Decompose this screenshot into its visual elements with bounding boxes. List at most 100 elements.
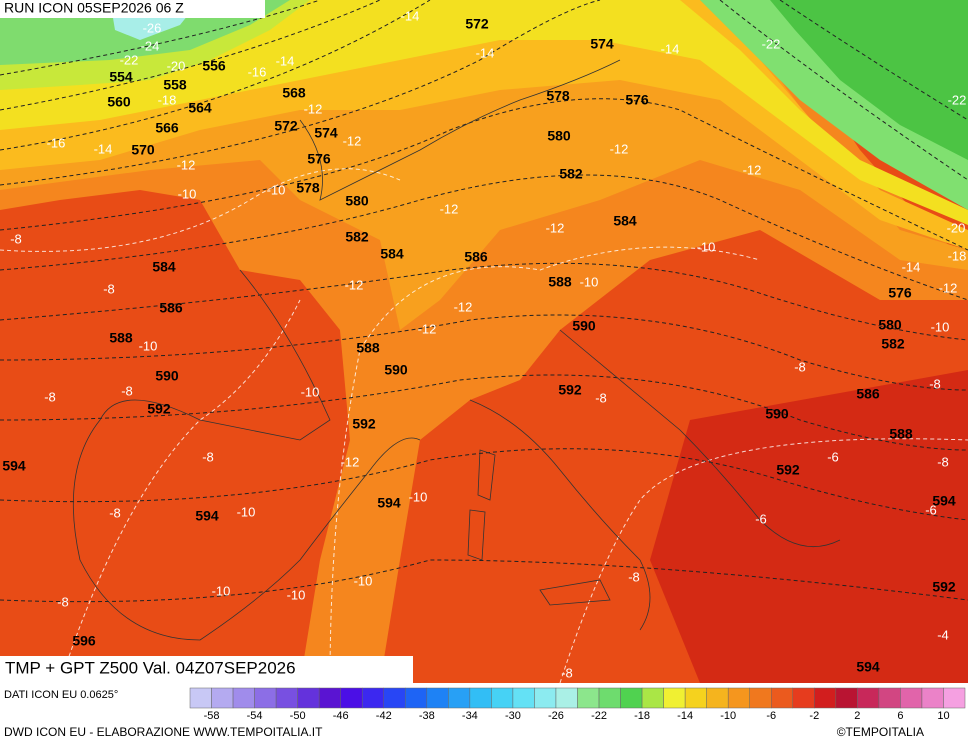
height-label: 582 <box>345 229 369 245</box>
height-label: 560 <box>107 94 131 110</box>
height-label: 578 <box>546 88 570 104</box>
height-label: 584 <box>380 246 404 262</box>
temperature-label: -22 <box>120 52 139 67</box>
height-label: 578 <box>296 180 320 196</box>
height-label: 570 <box>131 142 155 158</box>
height-label: 592 <box>558 382 582 398</box>
temperature-label: -14 <box>661 41 680 56</box>
colorbar-swatch <box>921 687 944 709</box>
temperature-label: -12 <box>939 280 958 295</box>
colorbar-swatch <box>943 687 966 709</box>
height-label: 592 <box>932 579 956 595</box>
warm-area <box>650 370 968 683</box>
isotherm <box>0 168 401 252</box>
contour <box>0 262 968 341</box>
colorbar-swatch <box>275 687 298 709</box>
colorbar-tick-label: -42 <box>376 710 392 722</box>
temperature-label: -10 <box>409 489 428 504</box>
height-label: 594 <box>932 493 956 509</box>
height-label: 592 <box>776 462 800 478</box>
height-label: 592 <box>352 416 376 432</box>
colorbar-swatch <box>405 687 428 709</box>
temperature-label: -12 <box>177 157 196 172</box>
temperature-label: -14 <box>94 141 113 156</box>
colorbar-swatch <box>641 687 664 709</box>
temperature-label: -16 <box>248 64 267 79</box>
colorbar-swatch <box>706 687 729 709</box>
height-label: 566 <box>155 120 179 136</box>
height-label: 594 <box>377 495 401 511</box>
temperature-label: -8 <box>57 594 69 609</box>
height-label: 554 <box>109 69 133 85</box>
colorbar-swatch <box>189 687 212 709</box>
colorbar-swatch <box>512 687 535 709</box>
temperature-label: -8 <box>561 665 573 680</box>
colorbar: -58 -54 -50 -46 -42 -38 -34 -30 -26 -22 -18 -14 -10-… <box>189 687 966 722</box>
temperature-label: -10 <box>931 319 950 334</box>
height-label: 572 <box>465 16 489 32</box>
temperature-label: -12 <box>610 141 629 156</box>
colorbar-swatch <box>297 687 320 709</box>
height-label: 586 <box>159 300 183 316</box>
height-label: 572 <box>274 118 298 134</box>
height-label: 576 <box>888 285 912 301</box>
colorbar-swatch <box>555 687 578 709</box>
temperature-label: -20 <box>167 58 186 73</box>
colorbar-swatch <box>814 687 837 709</box>
colorbar-swatch <box>491 687 514 709</box>
run-label: RUN ICON 05SEP2026 06 Z <box>4 0 184 16</box>
height-label: 556 <box>202 58 226 74</box>
temperature-label: -14 <box>902 259 921 274</box>
temperature-label: -12 <box>304 101 323 116</box>
colorbar-swatch <box>383 687 406 709</box>
temperature-label: -14 <box>401 8 420 23</box>
contour <box>0 374 968 451</box>
height-label: 580 <box>345 193 369 209</box>
colorbar-tick-label: -6 <box>766 710 776 722</box>
height-label: 594 <box>2 458 26 474</box>
run-box <box>0 0 265 18</box>
height-label: 594 <box>856 659 880 675</box>
temperature-label: -8 <box>794 359 806 374</box>
temperature-label: -12 <box>341 454 360 469</box>
temperature-label: -8 <box>44 389 56 404</box>
contour <box>0 174 968 301</box>
temperature-label: -12 <box>546 220 565 235</box>
colorbar-swatch <box>663 687 686 709</box>
temperature-label: -22 <box>948 92 967 107</box>
height-label: 576 <box>625 92 649 108</box>
temperature-label: -20 <box>947 220 966 235</box>
temperature-label: -12 <box>343 133 362 148</box>
temperature-label: -12 <box>440 201 459 216</box>
height-label: 584 <box>613 213 637 229</box>
temperature-label: -10 <box>212 583 231 598</box>
map: -26-24-22 -20-18-16-14-16 -14-12-10 -10-12-… <box>0 0 968 684</box>
contour <box>0 314 968 391</box>
colorbar-swatch <box>598 687 621 709</box>
isotherm <box>559 438 968 684</box>
contour <box>0 0 431 151</box>
temperature-label: -10 <box>267 182 286 197</box>
height-label: 590 <box>572 318 596 334</box>
yellow-area <box>0 0 968 225</box>
colorbar-swatch <box>684 687 707 709</box>
colorbar-swatch <box>361 687 385 709</box>
coastline <box>72 269 421 641</box>
height-label: 574 <box>590 36 614 52</box>
temperature-label: -22 <box>762 36 781 51</box>
colorbar-tick-label: -2 <box>809 710 819 722</box>
colorbar-tick-label: 2 <box>854 710 860 722</box>
height-label: 586 <box>464 249 488 265</box>
colorbar-swatch <box>620 687 643 709</box>
temperature-label: -10 <box>354 573 373 588</box>
colorbar-swatch <box>448 687 471 709</box>
colorbar-tick-label: 6 <box>897 710 903 722</box>
temperature-label: -10 <box>287 587 306 602</box>
credit-label: DWD ICON EU - ELABORAZIONE WWW.TEMPOITAL… <box>4 725 323 739</box>
product-box <box>0 656 413 683</box>
temperature-label: -18 <box>948 248 967 263</box>
copyright-label: ©TEMPOITALIA <box>837 725 924 739</box>
temperature-label: -10 <box>580 274 599 289</box>
height-label: 590 <box>765 406 789 422</box>
height-label: 580 <box>547 128 571 144</box>
